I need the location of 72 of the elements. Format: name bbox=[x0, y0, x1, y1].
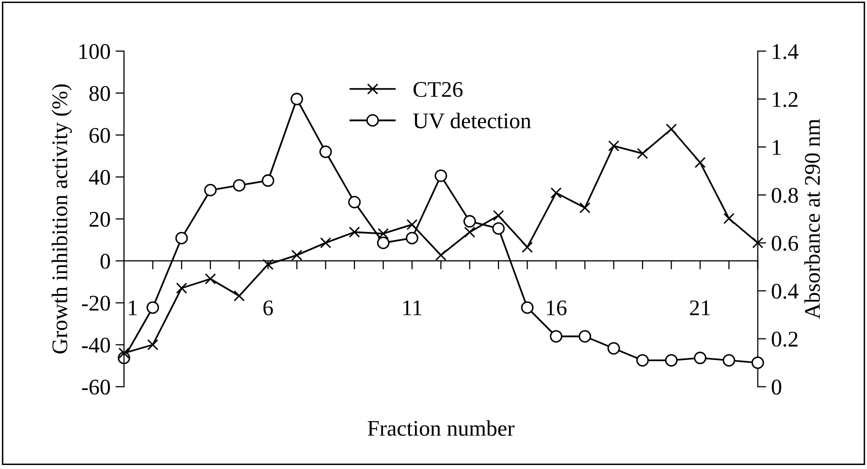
point bbox=[377, 236, 390, 250]
y2-tick-label: 1 bbox=[772, 140, 781, 155]
y-axis-title: Growth inhibition activity (%) bbox=[52, 84, 72, 354]
point bbox=[406, 232, 418, 244]
point bbox=[463, 215, 476, 228]
y-tick-label: 40 bbox=[89, 170, 110, 185]
point bbox=[262, 174, 274, 187]
x-tick-label: 16 bbox=[546, 300, 567, 316]
y2-tick-label: 0.2 bbox=[772, 332, 798, 347]
y2-tick-label: 1.4 bbox=[772, 44, 798, 60]
point bbox=[320, 237, 332, 248]
y-tick-label: 80 bbox=[89, 86, 110, 101]
point bbox=[232, 179, 246, 192]
point bbox=[607, 342, 620, 355]
y2-tick-label: 0.6 bbox=[772, 236, 798, 251]
point bbox=[550, 330, 562, 343]
x-tick-label: 1 bbox=[128, 300, 137, 316]
y-tick-label: -60 bbox=[82, 380, 110, 395]
point bbox=[290, 92, 304, 106]
point bbox=[722, 354, 736, 367]
point bbox=[579, 202, 590, 214]
point bbox=[492, 210, 504, 222]
x-axis-title: Fraction number bbox=[368, 420, 514, 436]
point bbox=[434, 170, 448, 182]
y2-tick-label: 0 bbox=[772, 380, 782, 395]
point bbox=[492, 222, 505, 235]
y-tick-label: 100 bbox=[79, 44, 110, 60]
y-tick-label: -40 bbox=[82, 338, 110, 353]
point bbox=[147, 339, 158, 350]
y2-tick-label: 0.4 bbox=[772, 284, 798, 299]
point bbox=[665, 354, 678, 367]
x-tick-label: 6 bbox=[263, 300, 273, 316]
y-tick-label: -20 bbox=[82, 296, 110, 311]
legend-label: UV detection bbox=[413, 112, 531, 128]
point bbox=[175, 232, 188, 244]
point bbox=[435, 250, 446, 261]
point bbox=[176, 282, 188, 294]
point bbox=[204, 273, 216, 284]
x-tick-label: 21 bbox=[690, 300, 710, 316]
point bbox=[204, 184, 217, 196]
point bbox=[694, 352, 706, 364]
point bbox=[723, 212, 735, 224]
y2-tick-label: 0.8 bbox=[772, 188, 798, 203]
point bbox=[464, 226, 476, 238]
point bbox=[118, 348, 130, 359]
point bbox=[348, 226, 360, 238]
point bbox=[262, 258, 274, 270]
x-tick-label: 11 bbox=[403, 300, 422, 316]
point bbox=[521, 301, 534, 314]
legend-label: CT26 bbox=[414, 82, 463, 97]
point bbox=[666, 124, 677, 135]
point bbox=[752, 237, 764, 248]
point bbox=[522, 242, 533, 253]
point bbox=[378, 228, 389, 240]
y2-axis-title: Absorbance at 290 nm bbox=[804, 118, 820, 319]
point bbox=[406, 219, 418, 230]
point bbox=[234, 290, 245, 302]
point bbox=[578, 330, 592, 343]
point bbox=[319, 146, 332, 158]
point bbox=[146, 301, 160, 314]
point bbox=[550, 187, 562, 198]
point bbox=[348, 196, 361, 208]
point bbox=[291, 250, 302, 261]
y-tick-label: 60 bbox=[90, 128, 110, 143]
y2-tick-label: 1.2 bbox=[772, 92, 798, 108]
point bbox=[636, 148, 648, 160]
y-tick-label: 20 bbox=[90, 212, 110, 227]
point bbox=[694, 156, 706, 168]
point bbox=[608, 140, 620, 152]
y-tick-label: 0 bbox=[100, 254, 110, 269]
point bbox=[752, 356, 764, 369]
point bbox=[636, 354, 649, 367]
